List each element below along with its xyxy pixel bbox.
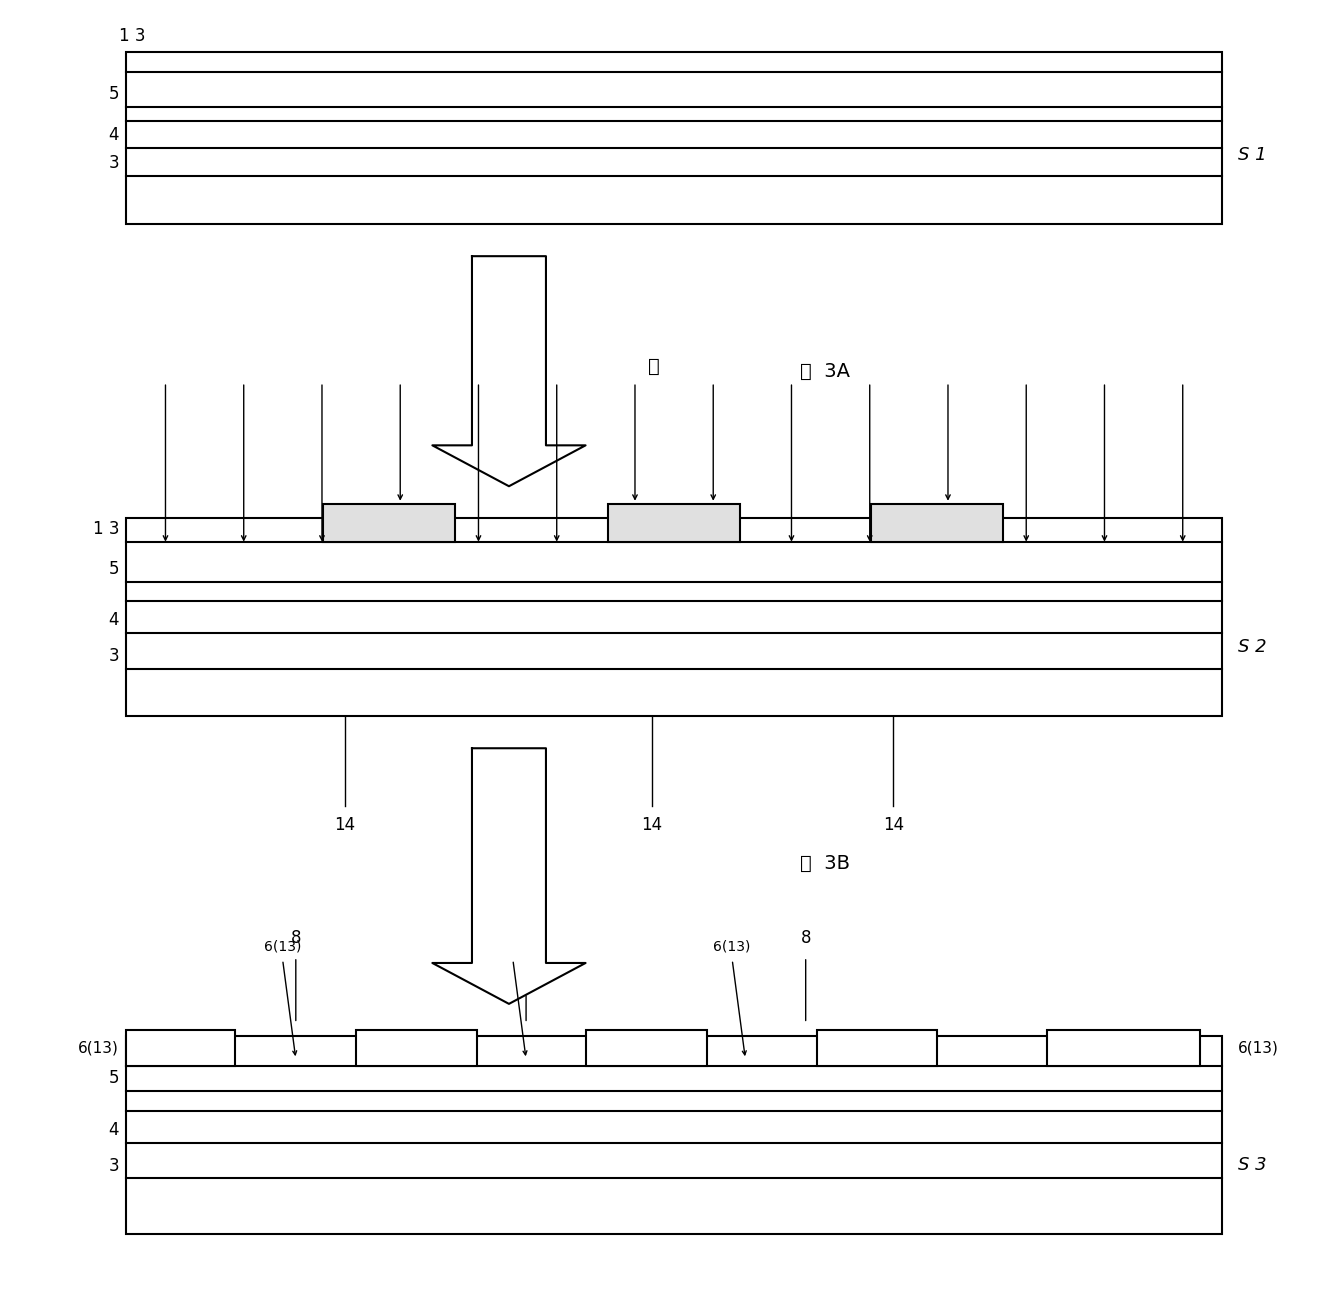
Bar <box>586 1030 708 1066</box>
Text: 4: 4 <box>108 611 119 629</box>
Bar <box>609 504 740 541</box>
Text: 8: 8 <box>291 929 302 947</box>
Bar <box>872 504 1003 541</box>
Text: 3: 3 <box>108 1156 119 1174</box>
Text: 5: 5 <box>108 559 119 578</box>
Bar <box>125 518 1223 716</box>
Text: 5: 5 <box>108 1070 119 1088</box>
Bar <box>125 1030 235 1066</box>
Bar <box>125 52 1223 225</box>
Text: S 2: S 2 <box>1239 638 1267 656</box>
Bar <box>1047 1030 1200 1066</box>
Bar <box>323 504 455 541</box>
Text: 1 3: 1 3 <box>92 521 119 539</box>
Text: 1 3: 1 3 <box>119 27 146 45</box>
Text: 6(13): 6(13) <box>1239 1040 1279 1056</box>
Text: 8: 8 <box>521 929 531 947</box>
Text: S 3: S 3 <box>1239 1155 1267 1173</box>
Text: 4: 4 <box>108 1121 119 1140</box>
Text: 6(13): 6(13) <box>264 939 302 953</box>
Text: S 1: S 1 <box>1239 146 1267 164</box>
Text: 3: 3 <box>108 647 119 665</box>
Bar <box>125 1036 1223 1234</box>
Text: 14: 14 <box>335 817 355 835</box>
Text: 图  3B: 图 3B <box>800 854 849 873</box>
Polygon shape <box>433 748 586 1004</box>
Text: 6(13): 6(13) <box>713 939 750 953</box>
Bar <box>817 1030 937 1066</box>
Text: 光: 光 <box>649 357 661 376</box>
Text: 图  3A: 图 3A <box>800 362 849 381</box>
Bar <box>356 1030 477 1066</box>
Text: 6(13): 6(13) <box>494 939 531 953</box>
Text: 6(13): 6(13) <box>79 1040 119 1056</box>
Polygon shape <box>433 256 586 486</box>
Text: 14: 14 <box>642 817 662 835</box>
Text: 3: 3 <box>108 154 119 172</box>
Text: 5: 5 <box>108 85 119 103</box>
Text: 8: 8 <box>801 929 810 947</box>
Text: 4: 4 <box>108 127 119 145</box>
Text: 14: 14 <box>882 817 904 835</box>
